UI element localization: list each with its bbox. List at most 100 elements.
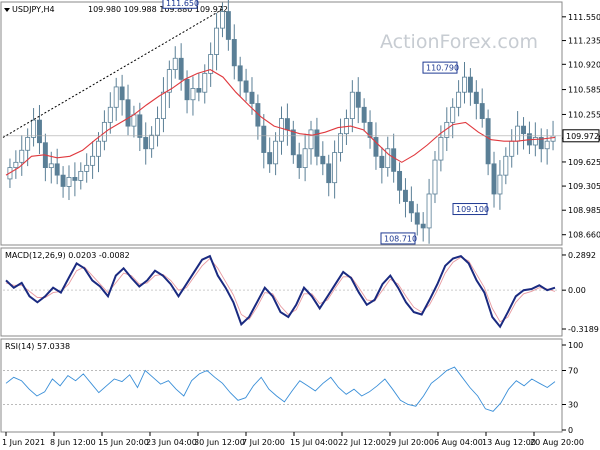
candle-body <box>408 201 414 214</box>
candle-body <box>326 163 332 184</box>
candle-body <box>66 177 72 187</box>
candle-body <box>497 174 503 195</box>
candle-body <box>84 164 90 172</box>
moving-average-line <box>5 69 556 176</box>
time-tick-label: 29 Jul 20:00 <box>386 438 434 447</box>
time-tick-label: 6 Aug 04:00 <box>434 438 483 447</box>
candle-body <box>521 125 526 135</box>
candle-body <box>367 121 373 138</box>
candle-body <box>320 155 326 165</box>
time-tick-label: 7 Jul 20:00 <box>242 438 285 447</box>
rsi-label: RSI(14) 57.0338 <box>5 342 70 351</box>
price-axis: 111.550 111.235 110.920 110.585 110.255 109.9… <box>562 13 600 240</box>
time-tick-label: 8 Jun 12:00 <box>50 438 96 447</box>
candle-body <box>355 91 361 108</box>
candle-body <box>267 152 273 165</box>
candle-body <box>479 103 485 119</box>
candle-body <box>172 57 178 70</box>
annotation-box <box>162 0 198 9</box>
price-tick-label: 109.305 <box>568 182 600 191</box>
candle-body <box>473 91 479 104</box>
candle-body <box>296 154 302 169</box>
candle-body <box>13 161 19 169</box>
candle-body <box>243 80 249 93</box>
candle-body <box>149 134 155 150</box>
rsi-plot <box>3 366 558 412</box>
macd-tick-label: 0.00 <box>568 286 586 295</box>
candle-body <box>456 91 462 108</box>
candle-body <box>349 91 355 119</box>
candle-body <box>379 155 385 169</box>
candle-body <box>491 163 497 195</box>
candle-body <box>308 129 314 150</box>
candle-body <box>515 125 521 142</box>
candle-body <box>462 76 467 93</box>
macd-tick-label: -0.3189 <box>568 325 599 334</box>
candle-body <box>208 54 214 74</box>
macd-plot <box>3 254 558 329</box>
candle-body <box>290 129 296 156</box>
candle-body <box>261 125 267 153</box>
candle-body <box>125 99 131 127</box>
candle-body <box>237 65 243 82</box>
rsi-line <box>5 366 556 412</box>
candle-body <box>509 140 515 157</box>
dropdown-triangle-icon[interactable] <box>4 8 10 12</box>
annotation-label: 110.790 <box>426 64 459 73</box>
annotation-box <box>422 61 458 74</box>
candle-body <box>467 76 473 93</box>
candle-body <box>255 103 261 127</box>
candle-body <box>420 223 426 229</box>
candle-body <box>166 69 172 93</box>
candle-body <box>532 137 538 146</box>
macd-axis: 0.2892 0.00 -0.3189 <box>562 251 599 334</box>
price-tick-label: 108.985 <box>568 206 600 215</box>
current-price-tag <box>562 129 600 143</box>
candle-body <box>373 137 379 157</box>
candle-body <box>220 11 225 29</box>
rsi-tick-label: 100 <box>568 341 583 350</box>
price-plot: 109.972 111.650 110.790 109.100 108.710 <box>2 0 600 245</box>
price-tick-label: 111.550 <box>568 13 600 22</box>
watermark: ActionForex.com <box>380 31 538 53</box>
candle-body <box>397 170 403 191</box>
candle-body <box>119 86 125 101</box>
candle-body <box>361 106 367 123</box>
macd-panel-frame <box>0 247 563 337</box>
price-tick-label: 108.660 <box>568 231 600 240</box>
candle-body <box>107 106 113 123</box>
candle-body <box>403 189 408 202</box>
rsi-axis: 100 70 30 0 <box>562 341 583 435</box>
candle-body <box>302 148 308 169</box>
candle-body <box>426 193 432 229</box>
rsi-panel-frame <box>0 338 563 433</box>
candle-body <box>37 119 42 144</box>
candle-body <box>96 140 101 157</box>
candle-body <box>90 155 96 166</box>
candle-body <box>391 148 397 172</box>
candle-body <box>314 129 320 157</box>
candle-body <box>231 39 237 67</box>
time-tick-label: 1 Jun 2021 <box>2 438 45 447</box>
time-tick-label: 30 Jun 12:00 <box>194 438 245 447</box>
candle-body <box>538 137 544 150</box>
annotation-label: 109.100 <box>456 205 489 214</box>
time-tick-label: 13 Aug 12:00 <box>482 438 536 447</box>
candle-body <box>25 137 31 151</box>
candle-body <box>485 118 491 165</box>
time-tick-label: 22 Jul 12:00 <box>338 438 386 447</box>
candle-body <box>48 163 54 169</box>
price-tick-label: 110.920 <box>568 60 600 69</box>
candle-body <box>113 86 119 108</box>
candle-body <box>160 91 166 119</box>
current-price-label: 109.972 <box>566 132 599 141</box>
candle-body <box>184 78 190 101</box>
time-tick-label: 15 Jul 04:00 <box>290 438 338 447</box>
annotation-label: 108.710 <box>384 234 417 243</box>
macd-label: MACD(12,26,9) 0.0203 -0.0082 <box>5 251 130 260</box>
rsi-tick-label: 0 <box>568 426 573 435</box>
candle-body <box>78 170 84 181</box>
candle-body <box>414 212 420 225</box>
macd-tick-label: 0.2892 <box>568 251 596 260</box>
candle-body <box>178 57 184 80</box>
